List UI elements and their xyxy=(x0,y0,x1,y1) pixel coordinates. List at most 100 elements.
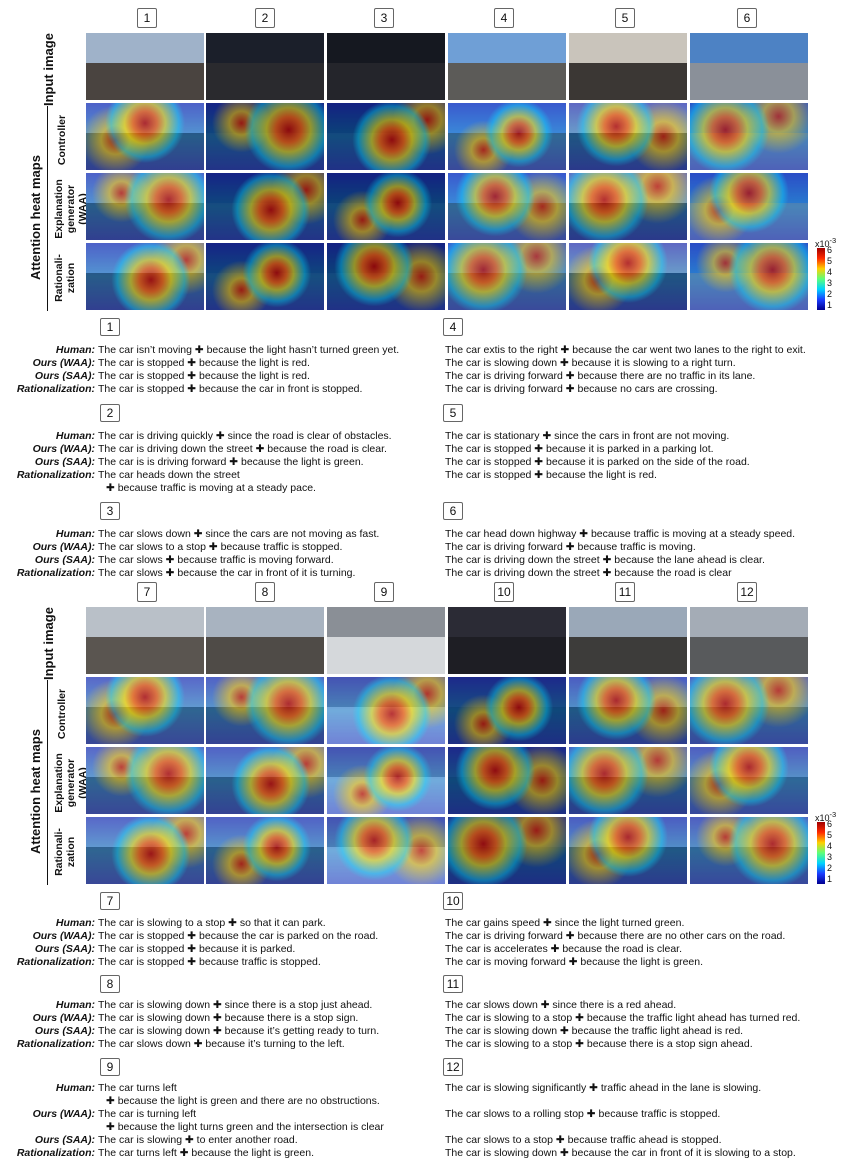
heatmap-image xyxy=(569,817,687,884)
row-label-input: Input image xyxy=(41,607,56,680)
caption-line: The car is stopped ✚ because the light i… xyxy=(445,469,657,481)
input-image xyxy=(448,33,566,100)
colorbar-tick: 6 xyxy=(827,819,833,829)
heatmap-image xyxy=(448,173,566,240)
column-numbers: 1 2 3 4 5 6 xyxy=(85,8,817,32)
label-human: Human: xyxy=(55,344,95,356)
label-waa: Ours (WAA): xyxy=(32,541,95,553)
column-number: 12 xyxy=(737,582,757,602)
row-label-explanation: Explanation generator (WAA) xyxy=(53,179,89,239)
caption-index: 10 xyxy=(443,892,463,910)
heatmap-image xyxy=(690,747,808,814)
caption-line: The car turns left xyxy=(98,1082,177,1094)
heatmap-image xyxy=(327,243,445,310)
input-image xyxy=(569,607,687,674)
caption-line: The car is stopped ✚ because the car in … xyxy=(98,383,363,395)
label-waa: Ours (WAA): xyxy=(32,357,95,369)
input-image xyxy=(206,607,324,674)
caption-line: The car is stopped ✚ because the car is … xyxy=(98,930,379,942)
caption-line: The car slows down ✚ because it’s turnin… xyxy=(98,1038,345,1050)
caption-line: The car is slowing down ✚ because the ca… xyxy=(445,1147,796,1159)
caption-line: ✚ because the light is green and there a… xyxy=(106,1095,380,1107)
caption-line: The car slows down ✚ since there is a re… xyxy=(445,999,677,1011)
caption-index: 9 xyxy=(100,1058,120,1076)
colorbar-tick: 1 xyxy=(827,300,833,310)
label-waa: Ours (WAA): xyxy=(32,1012,95,1024)
heatmap-image xyxy=(569,747,687,814)
column-number: 8 xyxy=(255,582,275,602)
input-image xyxy=(327,607,445,674)
heatmap-image xyxy=(448,677,566,744)
column-number: 4 xyxy=(494,8,514,28)
label-saa: Ours (SAA): xyxy=(34,1134,95,1146)
caption-line: The car is is driving forward ✚ because … xyxy=(98,456,364,468)
row-label-explanation: Explanation generator (WAA) xyxy=(53,753,89,813)
input-image xyxy=(327,33,445,100)
caption-line: The car extis to the right ✚ because the… xyxy=(445,344,806,356)
caption-line: ✚ because traffic is moving at a steady … xyxy=(106,482,316,494)
caption-index: 1 xyxy=(100,318,120,336)
colorbar-exponent: x10-3 xyxy=(815,236,837,249)
caption-line: The car is driving quickly ✚ since the r… xyxy=(98,430,392,442)
row-label-rationalization: Rationali- zation xyxy=(53,828,77,876)
caption-line: The car slows to a stop ✚ because traffi… xyxy=(98,541,343,553)
label-human: Human: xyxy=(55,917,95,929)
heatmap-image xyxy=(86,747,204,814)
colorbar-tick: 3 xyxy=(827,278,833,288)
caption-line: The car slows down ✚ since the cars are … xyxy=(98,528,380,540)
label-saa: Ours (SAA): xyxy=(34,1025,95,1037)
row-label-input: Input image xyxy=(41,33,56,106)
input-image xyxy=(569,33,687,100)
column-number: 2 xyxy=(255,8,275,28)
caption-line: The car is turning left xyxy=(98,1108,197,1120)
caption-line: ✚ because the light turns green and the … xyxy=(106,1121,384,1133)
input-image xyxy=(206,33,324,100)
heatmap-image xyxy=(206,103,324,170)
caption-index: 3 xyxy=(100,502,120,520)
heatmap-image xyxy=(690,173,808,240)
caption-line: The car is slowing significantly ✚ traff… xyxy=(445,1082,762,1094)
caption-line: The car is stopped ✚ because traffic is … xyxy=(98,956,321,968)
heatmap-image xyxy=(448,747,566,814)
row-label-rationalization: Rationali- zation xyxy=(53,254,77,302)
caption-line: The car is stopped ✚ because it is parke… xyxy=(98,943,296,955)
caption-line: The car slows to a rolling stop ✚ becaus… xyxy=(445,1108,721,1120)
heatmap-image xyxy=(327,747,445,814)
column-number: 3 xyxy=(374,8,394,28)
heatmap-image xyxy=(206,747,324,814)
caption-line: The car is slowing ✚ to enter another ro… xyxy=(98,1134,298,1146)
colorbar-tick: 5 xyxy=(827,256,833,266)
heatmap-image xyxy=(327,817,445,884)
caption-line: The car turns left ✚ because the light i… xyxy=(98,1147,314,1159)
caption-line: The car is moving forward ✚ because the … xyxy=(445,956,704,968)
label-human: Human: xyxy=(55,999,95,1011)
caption-line: The car is stopped ✚ because the light i… xyxy=(98,370,310,382)
input-image xyxy=(690,607,808,674)
heatmap-image xyxy=(206,677,324,744)
caption-line: The car is stopped ✚ because it is parke… xyxy=(445,443,714,455)
input-image xyxy=(86,607,204,674)
caption-line: The car is slowing down ✚ because there … xyxy=(98,1012,359,1024)
caption-index: 11 xyxy=(443,975,463,993)
colorbar-tick: 4 xyxy=(827,841,833,851)
caption-line: The car head down highway ✚ because traf… xyxy=(445,528,796,540)
caption-line: The car is slowing down ✚ because the tr… xyxy=(445,1025,744,1037)
colorbar xyxy=(817,248,825,310)
heatmap-image xyxy=(448,243,566,310)
caption-line: The car is accelerates ✚ because the roa… xyxy=(445,943,682,955)
column-numbers: 7 8 9 10 11 12 xyxy=(85,582,817,606)
label-rationalization: Rationalization: xyxy=(16,956,95,968)
caption-line: The car is slowing to a stop ✚ because t… xyxy=(445,1012,801,1024)
bracket xyxy=(47,680,48,885)
label-saa: Ours (SAA): xyxy=(34,456,95,468)
heatmap-image xyxy=(448,817,566,884)
caption-line: The car is slowing down ✚ because it’s g… xyxy=(98,1025,380,1037)
heatmap-image xyxy=(569,103,687,170)
column-number: 6 xyxy=(737,8,757,28)
heatmap-image xyxy=(327,103,445,170)
bracket xyxy=(47,106,48,311)
caption-line: The car slows ✚ because traffic is movin… xyxy=(98,554,334,566)
caption-line: The car heads down the street xyxy=(98,469,240,481)
label-human: Human: xyxy=(55,430,95,442)
caption-index: 12 xyxy=(443,1058,463,1076)
